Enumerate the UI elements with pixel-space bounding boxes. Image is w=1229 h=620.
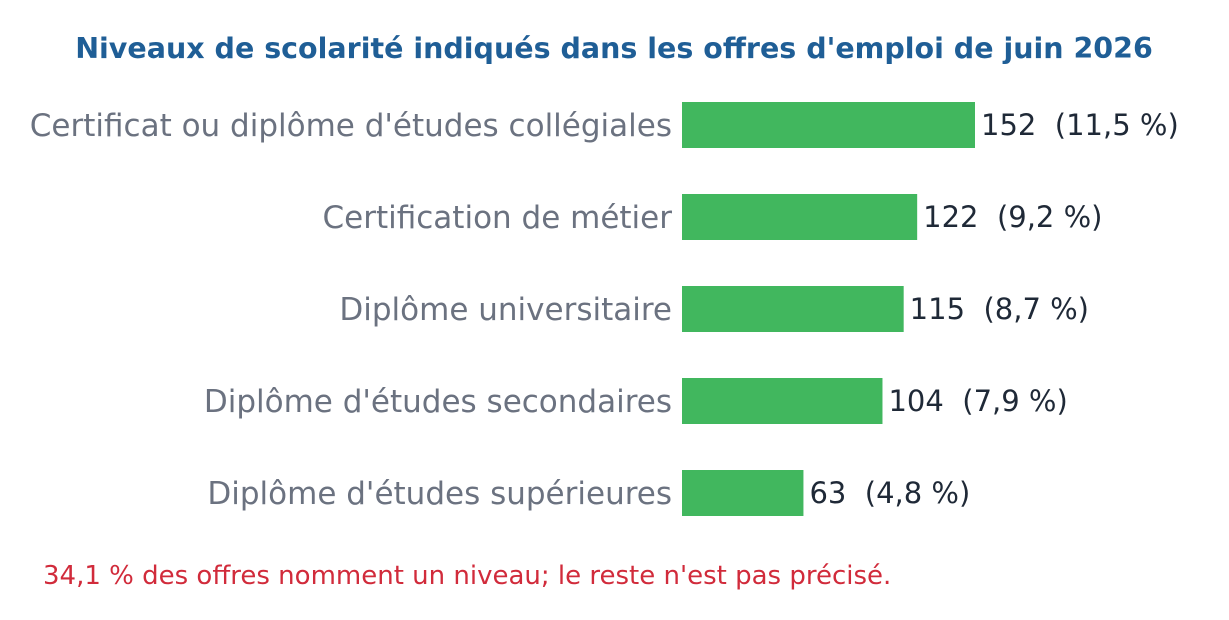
value-label: 115 (8,7 %) — [910, 292, 1089, 326]
value-label: 152 (11,5 %) — [981, 108, 1179, 142]
category-label: Certification de métier — [323, 200, 673, 236]
chart-note: 34,1 % des offres nomment un niveau; le … — [43, 561, 891, 591]
value-labels: 152 (11,5 %) 122 (9,2 %) 115 (8,7 %) 104 (7… — [809, 108, 1178, 510]
category-labels: Certificat ou diplôme d'études collégial… — [30, 108, 672, 512]
bars — [682, 102, 975, 516]
value-label: 104 (7,9 %) — [888, 384, 1067, 418]
chart-title: Niveaux de scolarité indiqués dans les o… — [75, 32, 1153, 65]
bar — [682, 194, 918, 240]
bar — [682, 102, 975, 148]
category-label: Certificat ou diplôme d'études collégial… — [30, 108, 672, 144]
value-label: 63 (4,8 %) — [809, 476, 970, 510]
bar — [682, 286, 904, 332]
category-label: Diplôme universitaire — [339, 292, 672, 328]
category-label: Diplôme d'études supérieures — [207, 476, 672, 512]
value-label: 122 (9,2 %) — [923, 200, 1102, 234]
bar — [682, 378, 883, 424]
bar — [682, 470, 804, 516]
category-label: Diplôme d'études secondaires — [204, 384, 672, 420]
